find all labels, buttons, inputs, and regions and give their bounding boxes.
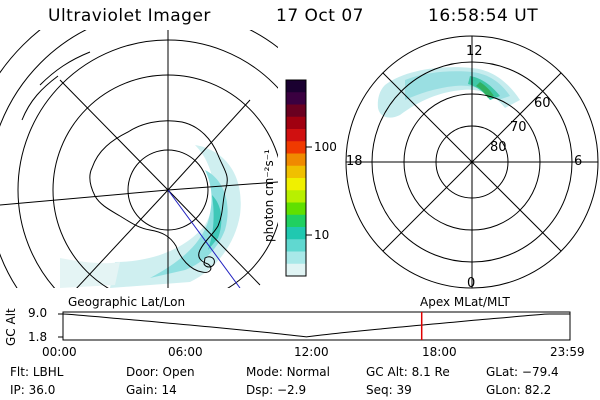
gain-value: 14 <box>161 383 177 397</box>
altitude-curve <box>62 313 570 338</box>
magnetic-map <box>345 35 599 289</box>
altitude-ytick-high: 9.0 <box>28 306 48 320</box>
aurora-emission-mag <box>377 67 520 118</box>
glat-value: −79.4 <box>521 365 559 379</box>
altitude-xtick-1: 06:00 <box>168 345 203 359</box>
gcalt-value: 8.1 Re <box>411 365 450 379</box>
colorbar-segment <box>286 190 306 203</box>
mlat-label-60: 60 <box>534 96 551 111</box>
colorbar-segment <box>286 178 306 191</box>
glat-info: GLat: −79.4 <box>486 365 559 379</box>
mlat-label-80: 80 <box>490 140 507 155</box>
mag-map-label: Apex MLat/MLT <box>420 295 510 309</box>
colorbar-tick-100: 100 <box>314 140 337 154</box>
colorbar-segment <box>286 165 306 179</box>
colorbar-unit-label: photon cm⁻²s⁻¹ <box>262 149 276 242</box>
door-info: Door: Open <box>126 365 195 379</box>
mode-value: Normal <box>286 365 330 379</box>
gain-info: Gain: 14 <box>126 383 177 397</box>
seq-info: Seq: 39 <box>366 383 412 397</box>
colorbar-segment <box>286 239 306 252</box>
door-value: Open <box>162 365 195 379</box>
altitude-xtick-0: 00:00 <box>42 345 77 359</box>
colorbar-segment <box>286 202 306 216</box>
ip-value: 36.0 <box>28 383 56 397</box>
mlat-label-70: 70 <box>510 120 527 135</box>
date-label: 17 Oct 07 <box>276 6 364 26</box>
mlt-label-18: 18 <box>346 154 363 169</box>
geo-map-label: Geographic Lat/Lon <box>68 295 186 309</box>
colorbar-segment <box>286 92 306 105</box>
glon-info: GLon: 82.2 <box>486 383 552 397</box>
colorbar-segment <box>286 214 306 228</box>
geographic-map <box>0 30 278 288</box>
time-label: 16:58:54 UT <box>428 6 539 26</box>
filter-info: Flt: LBHL <box>10 365 64 379</box>
filter-value: LBHL <box>32 365 64 379</box>
gcalt-info: GC Alt: 8.1 Re <box>366 365 450 379</box>
altitude-xtick-3: 18:00 <box>422 345 457 359</box>
aurora-emission-geo <box>60 145 241 288</box>
altitude-xtick-4: 23:59 <box>550 345 585 359</box>
dsp-info: Dsp: −2.9 <box>246 383 307 397</box>
altitude-xtick-2: 12:00 <box>294 345 329 359</box>
mode-info: Mode: Normal <box>246 365 330 379</box>
colorbar-segment <box>286 251 306 265</box>
glon-value: 82.2 <box>524 383 552 397</box>
mlt-label-12: 12 <box>466 44 483 59</box>
altitude-ylabel: GC Alt <box>4 308 18 346</box>
colorbar-segment <box>286 129 306 142</box>
colorbar-segment <box>286 141 306 154</box>
colorbar-segment <box>286 80 306 93</box>
colorbar-tick-10: 10 <box>314 228 330 242</box>
altitude-plot <box>58 311 571 341</box>
colorbar-segment <box>286 227 306 240</box>
colorbar-segment <box>286 116 306 130</box>
colorbar <box>285 79 312 277</box>
colorbar-segment <box>286 104 306 118</box>
dsp-value: −2.9 <box>276 383 307 397</box>
altitude-ytick-low: 1.8 <box>28 330 48 344</box>
ip-info: IP: 36.0 <box>10 383 56 397</box>
mlt-label-0: 0 <box>467 276 476 291</box>
seq-value: 39 <box>396 383 412 397</box>
mlt-label-6: 6 <box>574 154 583 169</box>
instrument-title: Ultraviolet Imager <box>48 6 211 26</box>
colorbar-segment <box>286 263 306 277</box>
colorbar-segment <box>286 153 306 167</box>
